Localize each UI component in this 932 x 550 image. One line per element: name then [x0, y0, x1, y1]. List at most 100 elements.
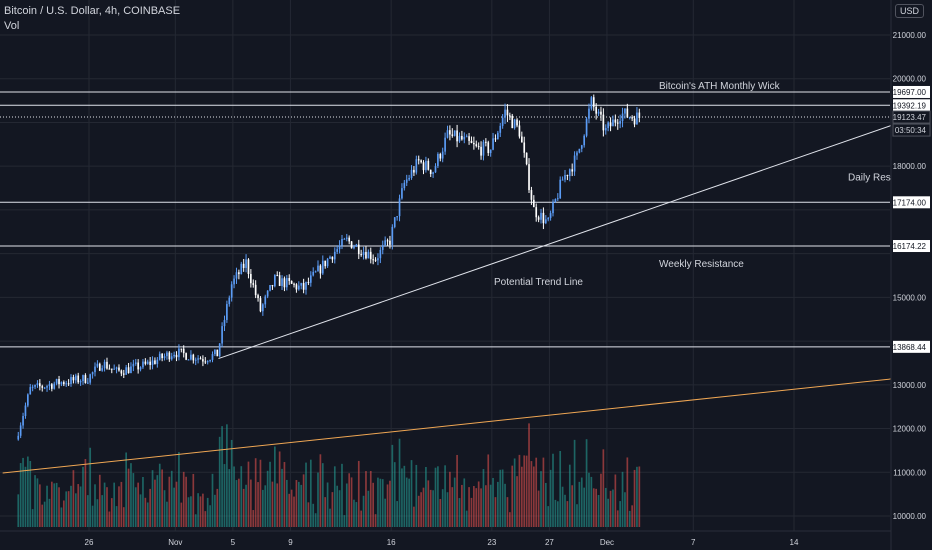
volume-bar	[173, 487, 175, 527]
candle	[405, 179, 408, 183]
candle	[441, 151, 444, 159]
candle	[487, 142, 490, 154]
x-tick-label: 14	[790, 538, 799, 547]
volume-bar	[492, 477, 494, 527]
volume-bar	[480, 488, 482, 527]
candle	[432, 172, 434, 174]
candle	[55, 378, 58, 384]
candle	[525, 152, 528, 165]
volume-bar	[561, 486, 564, 527]
volume-bar	[305, 462, 307, 527]
volume-bar	[427, 480, 430, 527]
candle	[585, 118, 588, 136]
volume-bar	[149, 488, 151, 527]
volume-bars	[17, 423, 641, 527]
volume-bar	[458, 498, 461, 527]
volume-bar	[439, 498, 442, 527]
volume-bar	[547, 506, 550, 527]
volume-bar	[247, 461, 250, 527]
volume-bar	[353, 499, 355, 527]
grid	[0, 0, 890, 531]
candle	[353, 246, 355, 249]
volume-bar	[518, 454, 521, 527]
volume-bar	[396, 501, 398, 527]
volume-bar	[17, 494, 20, 527]
candle	[24, 405, 27, 416]
candle	[396, 216, 398, 218]
candle	[568, 169, 571, 177]
volume-bar	[571, 485, 574, 527]
candle	[132, 363, 135, 367]
candle	[556, 198, 559, 200]
volume-bar	[566, 501, 569, 527]
volume-bar	[228, 469, 231, 527]
candle	[580, 145, 583, 149]
level-caption: Bitcoin's ATH Monthly Wick	[659, 81, 781, 92]
volume-bar	[302, 474, 305, 527]
candle	[449, 130, 451, 135]
candle	[429, 169, 432, 174]
candle	[67, 383, 70, 385]
level-badge-bg	[893, 85, 930, 98]
volume-bar	[511, 465, 514, 527]
candle	[65, 383, 68, 385]
volume-bar	[559, 451, 562, 527]
volume-bar	[365, 471, 367, 527]
volume-bar	[446, 492, 449, 527]
candle	[321, 260, 324, 274]
candle	[499, 125, 502, 133]
volume-bar	[494, 497, 497, 527]
volume-bar	[612, 489, 614, 527]
candle	[17, 435, 20, 440]
candle	[401, 188, 403, 199]
volume-bar	[204, 511, 207, 527]
volume-bar	[391, 444, 394, 527]
volume-bar	[276, 483, 279, 527]
candle	[173, 354, 175, 357]
volume-bar	[187, 497, 190, 527]
volume-bar	[211, 473, 214, 527]
volume-bar	[146, 502, 149, 527]
candle	[221, 326, 223, 344]
candle	[636, 112, 638, 125]
volume-bar	[556, 501, 559, 527]
x-tick-label: Nov	[168, 538, 182, 547]
candle	[612, 119, 614, 127]
candle	[204, 361, 207, 363]
countdown-badge-text: 03:50:34	[895, 126, 927, 135]
candle	[185, 353, 187, 360]
candle	[178, 348, 180, 358]
candle	[357, 244, 360, 255]
candle	[240, 263, 243, 275]
candle	[79, 381, 82, 383]
volume-bar	[168, 476, 171, 527]
volume-bar	[489, 484, 492, 527]
candle	[228, 297, 231, 305]
volume-bar	[245, 484, 247, 527]
candle	[516, 119, 518, 126]
volume-bar	[127, 468, 130, 527]
candle	[619, 121, 621, 124]
candle	[530, 190, 533, 200]
currency-button[interactable]: USD	[894, 4, 924, 18]
volume-bar	[91, 505, 94, 527]
volume-bar	[290, 489, 293, 527]
candle	[631, 117, 633, 119]
volume-bar	[139, 494, 142, 527]
level-caption: Weekly Resistance	[659, 259, 744, 270]
volume-bar	[473, 486, 475, 527]
volume-bar	[487, 454, 490, 527]
level-badge-text: 16174.22	[893, 242, 927, 251]
candle	[211, 354, 214, 360]
volume-bar	[499, 469, 502, 527]
volume-bar	[238, 478, 240, 527]
volume-bar	[285, 479, 288, 527]
x-tick-label: 9	[288, 538, 293, 547]
volume-bar	[281, 468, 283, 527]
candle	[607, 122, 609, 129]
volume-bar	[185, 476, 187, 527]
volume-bar	[628, 510, 631, 527]
candle	[156, 359, 159, 364]
candle	[70, 377, 72, 384]
